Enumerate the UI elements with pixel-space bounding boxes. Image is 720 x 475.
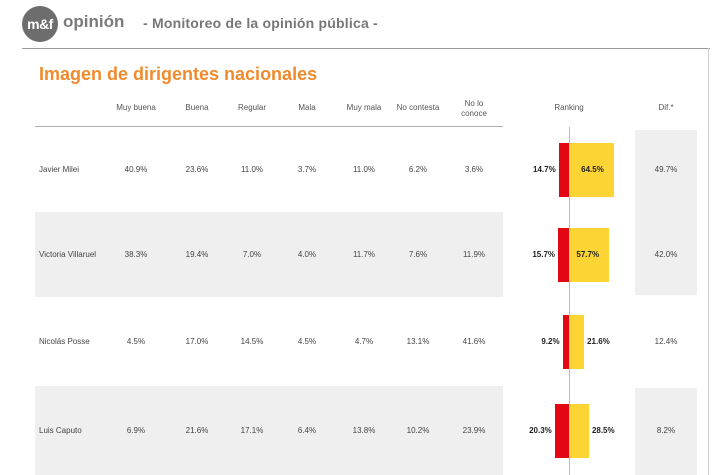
ranking-bar-negative [562,314,569,369]
table-cell: 23.6% [185,165,209,174]
ranking-label-negative: 15.7% [532,249,556,259]
dif-column-band [635,388,697,475]
table-cell: 4.7% [354,336,374,346]
table-cell: 7.0% [242,249,262,259]
report-subtitle: - Monitoreo de la opinión pública - [143,15,378,31]
ranking-label-negative: 20.3% [529,425,552,435]
brand-logo: m&f [22,6,58,42]
column-header: Buena [185,103,209,112]
table-cell: 41.6% [462,336,486,346]
table-cell: 17.0% [185,336,209,346]
column-header: No lo conoce [461,99,487,118]
table-cell: 21.6% [185,425,209,435]
ranking-bar-positive [569,227,610,282]
column-header: Dif.* [658,103,674,112]
table-cell: 38.3% [124,249,148,259]
table-cell: 11.7% [352,249,376,259]
dif-column-band [635,130,697,295]
table-row-band [35,386,503,475]
row-name: Luis Caputo [39,425,82,435]
dif-value: 12.4% [654,336,678,346]
ranking-bar-negative [558,227,569,282]
table-row-band [35,212,503,297]
table-cell: 11.0% [240,165,264,174]
brand-name: opinión [63,12,125,31]
ranking-bar-positive [569,403,589,458]
dif-value: 8.2% [656,425,676,435]
column-header: Muy mala [346,103,382,112]
dif-value: 49.7% [654,165,678,174]
table-cell: 40.9% [124,165,148,174]
table-cell: 6.2% [408,165,428,174]
report-header: m&f opinión - Monitoreo de la opinión pú… [0,0,720,50]
row-name: Javier Milei [39,165,80,174]
table-cell: 10.2% [406,425,430,435]
ranking-bar-positive [569,143,615,197]
chart-title: Imagen de dirigentes nacionales [39,64,318,84]
ranking-label-negative: 14.7% [533,165,556,174]
column-header: Regular [237,103,266,112]
right-divider [708,48,709,475]
table-cell: 17.1% [240,425,264,435]
table-cell: 7.6% [408,249,428,259]
row-name: Nicolás Posse [39,336,90,346]
ranking-label-positive: 21.6% [587,336,610,346]
row-name: Victoria Villaruel [39,249,97,259]
table-cell: 13.8% [352,425,376,435]
ranking-label-positive: 57.7% [576,249,600,259]
column-header: Mala [298,103,316,112]
ranking-bar-negative [558,143,569,197]
ranking-bar-negative [554,403,569,458]
table-cell: 23.9% [462,425,486,435]
column-header: Ranking [554,103,584,112]
column-header: No contesta [396,103,440,112]
table-cell: 6.4% [297,425,317,435]
table-cell: 3.6% [464,165,484,174]
table-cell: 11.9% [462,249,486,259]
ranking-bar-positive [569,314,585,369]
header-rule [35,126,503,127]
table-cell: 4.0% [297,249,317,259]
table-cell: 4.5% [126,336,146,346]
table-cell: 19.4% [185,249,209,259]
header-divider [22,48,710,49]
ranking-label-negative: 9.2% [541,336,560,346]
table-cell: 4.5% [297,336,317,346]
table-cell: 14.5% [240,336,264,346]
ranking-axis-line [569,127,570,475]
table-cell: 6.9% [126,425,146,435]
ranking-label-positive: 28.5% [591,425,615,435]
dif-value: 42.0% [654,249,678,259]
ranking-label-positive: 64.5% [581,165,604,174]
table-cell: 3.7% [297,165,317,174]
table-cell: 11.0% [352,165,376,174]
table-cell: 13.1% [406,336,430,346]
column-header: Muy buena [116,103,156,112]
